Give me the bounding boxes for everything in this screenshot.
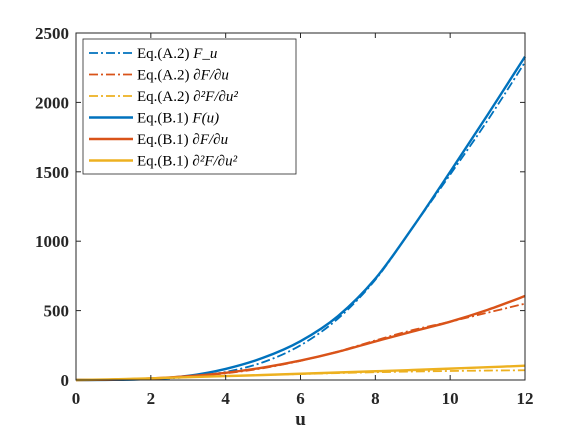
legend-entry: Eq.(A.2) ∂²F/∂u²: [137, 89, 238, 105]
legend: Eq.(A.2) F_uEq.(A.2) ∂F/∂uEq.(A.2) ∂²F/∂…: [82, 38, 297, 175]
legend-entry-name: Eq.(A.2): [137, 46, 193, 62]
legend-entry: Eq.(A.2) ∂F/∂u: [137, 68, 229, 84]
y-tick-label: 2000: [35, 93, 69, 112]
x-tick-label: 12: [517, 389, 534, 408]
y-tick-label: 0: [61, 371, 70, 390]
legend-entry-math: ∂F/∂u: [192, 132, 228, 148]
y-tick-label: 1500: [35, 163, 69, 182]
x-tick-label: 2: [147, 389, 156, 408]
x-tick-label: 4: [221, 389, 230, 408]
legend-entry-math: F(u): [191, 111, 219, 127]
x-tick-label: 6: [296, 389, 305, 408]
legend-entry-math: ∂²F/∂u²: [192, 154, 237, 170]
x-tick-label: 8: [371, 389, 380, 408]
y-tick-label: 2500: [35, 24, 69, 43]
legend-box: [82, 38, 297, 175]
legend-entry-name: Eq.(A.2): [137, 68, 193, 84]
y-tick-label: 500: [44, 302, 70, 321]
legend-entry-name: Eq.(B.1): [137, 132, 192, 148]
legend-entry-math: ∂F/∂u: [193, 68, 229, 84]
legend-entry-name: Eq.(B.1): [137, 111, 192, 127]
legend-entry: Eq.(A.2) F_u: [137, 46, 217, 62]
legend-entry-math: ∂²F/∂u²: [193, 89, 238, 105]
y-tick-label: 1000: [35, 232, 69, 251]
legend-entry-name: Eq.(B.1): [137, 154, 192, 170]
legend-entry: Eq.(B.1) ∂²F/∂u²: [137, 154, 238, 170]
legend-entry: Eq.(B.1) ∂F/∂u: [137, 132, 228, 148]
x-tick-label: 0: [72, 389, 81, 408]
legend-entry-name: Eq.(A.2): [137, 89, 193, 105]
ticks-layer: 0 2 4 6 8 10 12 0 500 1000 1500 2000 2500: [35, 24, 534, 408]
x-tick-label: 10: [442, 389, 459, 408]
legend-entry-math: F_u: [192, 46, 217, 62]
x-axis-label: u: [295, 409, 306, 430]
legend-entry: Eq.(B.1) F(u): [137, 111, 219, 127]
